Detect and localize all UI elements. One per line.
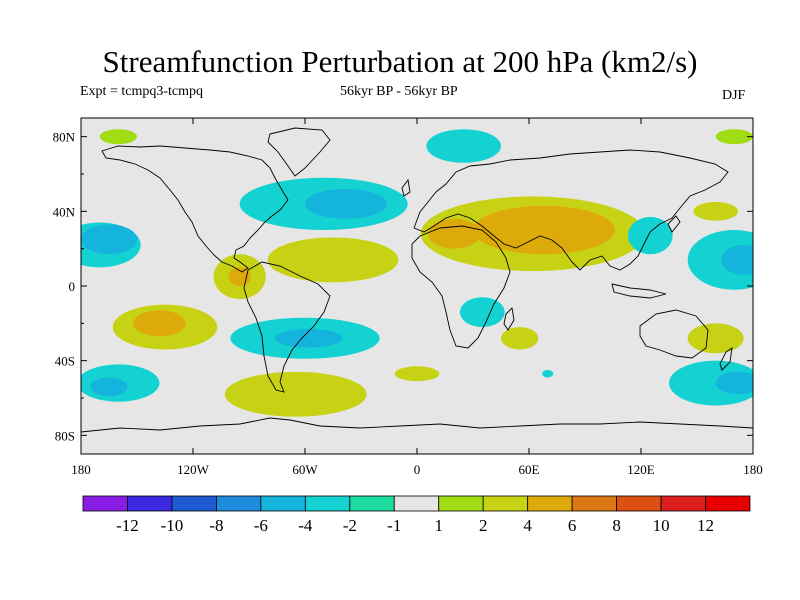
contour-region-20 — [501, 327, 539, 350]
colorbar-swatch-2 — [171, 495, 217, 512]
coast-greenland — [267, 127, 331, 177]
coast-new-zealand — [719, 347, 733, 371]
contour-region-22 — [542, 370, 554, 378]
colorbar-label-1: -10 — [161, 516, 184, 535]
colorbar-swatch-6 — [349, 495, 395, 512]
colorbar-swatch-9 — [482, 495, 529, 512]
colorbar-label-7: 1 — [434, 516, 443, 535]
contour-region-27 — [687, 323, 744, 354]
contour-region-17 — [473, 205, 615, 255]
chart-title: Streamfunction Perturbation at 200 hPa (… — [102, 44, 698, 79]
contour-region-18 — [428, 218, 481, 249]
colorbar-label-4: -4 — [298, 516, 313, 535]
contour-region-14 — [224, 371, 367, 417]
contour-region-15 — [426, 129, 501, 163]
x-tick-label-1: 120W — [177, 462, 210, 477]
colorbar-swatch-8 — [438, 495, 484, 512]
coast-madagascar — [503, 307, 515, 331]
y-tick-label-2: 0 — [69, 279, 76, 294]
contour-region-26 — [721, 244, 753, 275]
coast-japan — [667, 215, 681, 233]
contour-region-29 — [715, 371, 753, 395]
y-tick-label-3: 40S — [55, 354, 75, 369]
contour-region-13 — [275, 328, 343, 348]
x-tick-label-5: 120E — [627, 462, 655, 477]
colorbar-swatch-0 — [82, 495, 128, 512]
colorbar-label-13: 12 — [697, 516, 714, 535]
colorbar-label-9: 4 — [523, 516, 532, 535]
y-axis-labels: 80N 40N 0 40S 80S — [53, 130, 76, 444]
colorbar-label-8: 2 — [479, 516, 488, 535]
contour-region-30 — [715, 129, 753, 145]
x-tick-label-6: 180 — [743, 462, 763, 477]
colorbar-label-3: -6 — [254, 516, 268, 535]
colorbar-label-6: -1 — [387, 516, 401, 535]
coast-australia — [639, 309, 709, 359]
colorbar-label-2: -8 — [209, 516, 223, 535]
colorbar-swatch-1 — [127, 495, 173, 512]
contour-region-28 — [669, 360, 753, 406]
coast-africa — [411, 225, 511, 349]
period-label: 56kyr BP - 56kyr BP — [340, 84, 458, 99]
x-tick-label-3: 0 — [414, 462, 421, 477]
experiment-label: Expt = tcmpq3-tcmpq — [80, 84, 203, 99]
colorbar: -12 -10 -8 -6 -4 -2 -1 1 2 4 6 8 10 12 — [82, 495, 751, 535]
x-axis-labels: 180 120W 60W 0 60E 120E 180 — [71, 462, 763, 477]
colorbar-swatch-12 — [616, 495, 662, 512]
x-tick-label-2: 60W — [292, 462, 318, 477]
colorbar-swatch-7 — [393, 495, 440, 512]
x-tick-label-4: 60E — [519, 462, 540, 477]
season-label: DJF — [722, 88, 746, 103]
coastlines — [81, 127, 753, 433]
map-background — [81, 118, 753, 454]
colorbar-label-0: -12 — [116, 516, 139, 535]
x-tick-label-0: 180 — [71, 462, 91, 477]
contour-region-23 — [627, 216, 673, 255]
colorbar-swatch-13 — [660, 495, 706, 512]
colorbar-label-10: 6 — [568, 516, 577, 535]
colorbar-swatch-5 — [304, 495, 351, 512]
colorbar-swatch-11 — [571, 495, 618, 512]
contour-region-21 — [394, 366, 440, 382]
contour-region-10 — [305, 188, 388, 219]
colorbar-label-12: 10 — [653, 516, 670, 535]
colorbar-swatch-14 — [705, 495, 751, 512]
y-tick-label-1: 40N — [53, 204, 76, 219]
coast-eurasia — [413, 149, 729, 271]
contour-region-2 — [99, 129, 137, 145]
colorbar-swatch-3 — [215, 495, 262, 512]
contour-region-19 — [459, 297, 505, 328]
coast-south-america — [243, 261, 331, 393]
colorbar-swatch-10 — [527, 495, 573, 512]
coast-britain — [401, 178, 411, 197]
coast-indonesia — [611, 283, 667, 299]
contour-region-6 — [90, 377, 128, 397]
y-tick-label-4: 80S — [55, 428, 75, 443]
colorbar-label-11: 8 — [612, 516, 621, 535]
axis-ticks — [80, 118, 754, 454]
contour-region-11 — [267, 237, 399, 283]
contour-region-24 — [693, 202, 739, 221]
contour-region-25 — [687, 230, 753, 290]
y-tick-label-0: 80N — [53, 130, 76, 145]
contour-region-4 — [133, 310, 186, 337]
colorbar-label-5: -2 — [343, 516, 357, 535]
coast-antarctica — [81, 417, 753, 433]
colorbar-swatch-4 — [260, 495, 306, 512]
coast-north-america — [101, 145, 289, 273]
contour-region-1 — [81, 224, 137, 255]
